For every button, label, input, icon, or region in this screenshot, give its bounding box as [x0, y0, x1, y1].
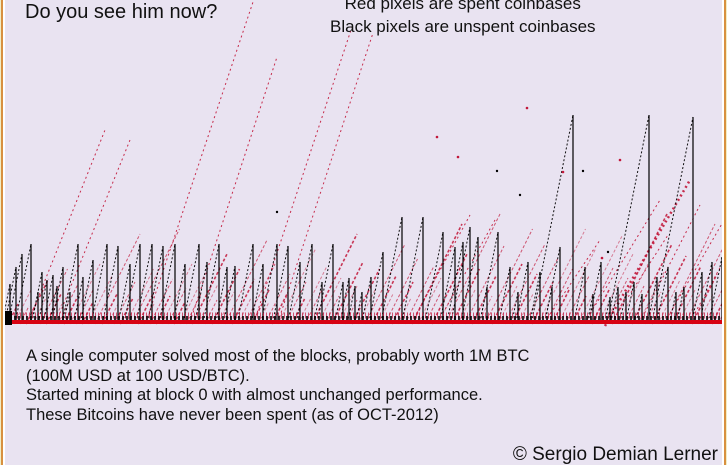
legend-unspent-coinbases: Black pixels are unspent coinbases: [330, 17, 596, 36]
page-title: Do you see him now?: [25, 1, 218, 23]
left-border: [0, 0, 5, 465]
annotation-line: Started mining at block 0 with almost un…: [26, 386, 483, 404]
annotation-line: A single computer solved most of the blo…: [26, 347, 530, 365]
copyright-notice: © Sergio Demian Lerner: [512, 444, 718, 465]
right-border: [722, 0, 727, 465]
annotation-line: These Bitcoins have never been spent (as…: [26, 405, 439, 424]
chart-legend: Red pixels are spent coinbases Black pix…: [330, 0, 596, 38]
legend-spent-coinbases: Red pixels are spent coinbases: [344, 0, 581, 13]
chart-annotation: A single computer solved most of the blo…: [26, 347, 529, 425]
annotation-line: (100M USD at 100 USD/BTC).: [26, 366, 250, 385]
